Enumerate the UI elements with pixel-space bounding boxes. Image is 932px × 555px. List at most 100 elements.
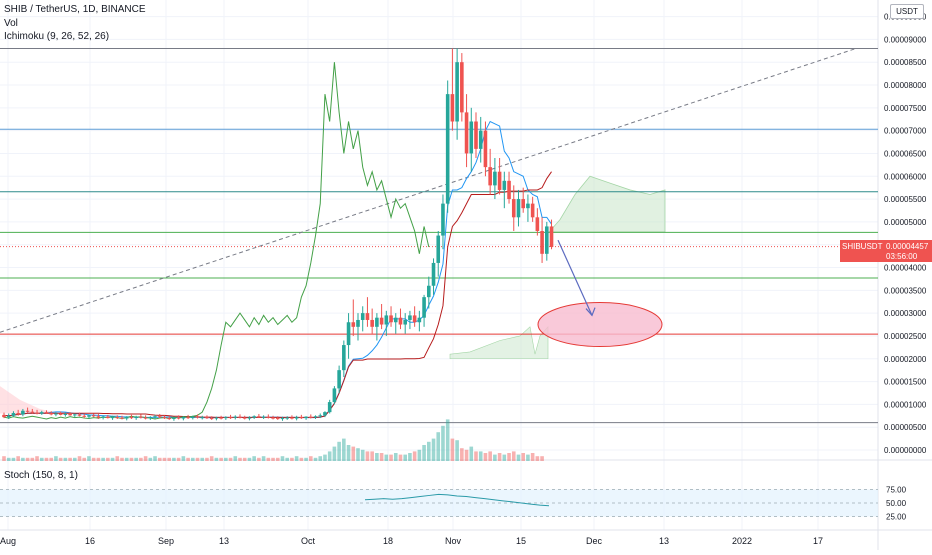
candle-body — [478, 130, 483, 149]
cloud-old — [0, 386, 60, 414]
price-tick-label: 0.00005000 — [884, 218, 927, 227]
candle-body — [422, 297, 426, 318]
volume-bar — [351, 446, 356, 461]
volume-bar — [106, 457, 110, 461]
candle-body — [493, 171, 497, 186]
candle-body — [44, 412, 49, 414]
volume-bar — [464, 449, 469, 461]
volume-bar — [304, 457, 308, 461]
time-axis[interactable]: Aug 16 Sep 13 Oct 18 Nov 15 Dec 13 2022 17 — [0, 536, 823, 546]
candle-body — [30, 411, 35, 413]
candle-body — [101, 416, 105, 418]
volume-bar — [219, 457, 223, 461]
ichimoku-legend[interactable]: Ichimoku (9, 26, 52, 26) — [4, 31, 110, 42]
candle-body — [110, 417, 115, 419]
candle-body — [162, 417, 167, 419]
candle-body — [389, 315, 393, 323]
volume-bar — [332, 446, 337, 461]
volume-bar — [516, 454, 521, 461]
volume-bar — [483, 453, 488, 461]
time-tick-label: Aug — [0, 536, 16, 546]
candle-body — [379, 317, 384, 325]
candle-body — [530, 203, 535, 218]
volume-bar — [408, 453, 412, 461]
volume-bar — [422, 445, 426, 461]
ichimoku-lines — [3, 62, 552, 420]
time-tick-label: 17 — [813, 536, 823, 546]
candle-body — [535, 217, 540, 231]
cloud-future — [547, 175, 666, 235]
candle-body — [469, 121, 474, 154]
volume-bar — [271, 457, 275, 461]
candle-body — [21, 410, 25, 415]
volume-bar — [535, 456, 540, 461]
volume-bar — [370, 451, 374, 461]
candle-body — [511, 199, 516, 218]
candle-body — [398, 317, 403, 325]
volume-bar — [360, 449, 365, 461]
volume-bar — [450, 438, 455, 461]
candle-body — [247, 417, 252, 419]
candle-body — [2, 414, 6, 418]
currency-badge[interactable]: USDT — [890, 4, 924, 19]
volume-bar — [342, 438, 346, 461]
candle-body — [521, 199, 525, 209]
tenkan-line — [3, 120, 552, 419]
candle-body — [167, 418, 171, 420]
candle-body — [431, 262, 436, 286]
volume-bar — [266, 457, 271, 461]
drawings — [537, 239, 663, 348]
candle-body — [318, 415, 323, 417]
price-axis[interactable]: 0.000095000.000090000.000085000.00008000… — [884, 13, 927, 522]
price-tick-label: 0.00000500 — [884, 423, 927, 432]
volume-bar — [327, 451, 332, 461]
candle-body — [280, 418, 285, 420]
candle-body — [436, 235, 441, 263]
time-tick-label: 13 — [659, 536, 669, 546]
volume-bar — [417, 449, 422, 461]
candle-body — [191, 416, 195, 419]
candle-body — [186, 417, 190, 419]
candle-body — [332, 388, 337, 403]
candle-body — [313, 416, 318, 418]
price-tick-label: 0.00003500 — [884, 286, 927, 295]
candle-body — [441, 203, 445, 236]
candle-body — [176, 417, 181, 419]
candle-body — [200, 417, 205, 419]
volume-bar — [49, 457, 53, 461]
candle-body — [91, 415, 96, 417]
volume-bar — [445, 419, 450, 461]
volume-bar — [526, 454, 530, 461]
stoch-legend[interactable]: Stoch (150, 8, 1) — [4, 470, 78, 481]
volume-bar — [365, 451, 370, 461]
candle-body — [77, 414, 82, 416]
candle-body — [224, 417, 228, 419]
volume-bar — [280, 456, 285, 461]
target-ellipse — [537, 302, 663, 348]
symbol-legend[interactable]: SHIB / TetherUS, 1D, BINANCE — [4, 4, 146, 15]
cloud-recent — [449, 326, 549, 360]
volume-bar — [294, 456, 299, 461]
candle-body — [35, 412, 39, 414]
candle-body — [356, 319, 360, 327]
candle-body — [252, 416, 256, 418]
kijun-line — [3, 171, 552, 418]
price-tick-label: 0.00008000 — [884, 81, 927, 90]
volume-bar — [540, 456, 544, 461]
candle-body — [384, 315, 389, 325]
candle-body — [25, 410, 30, 412]
volume-bar — [228, 457, 233, 461]
candle-body — [502, 180, 507, 190]
candle-body — [483, 130, 488, 168]
candle-body — [129, 417, 134, 419]
price-tick-label: 0.00004000 — [884, 264, 927, 273]
volume-legend[interactable]: Vol — [4, 18, 18, 29]
volume-bar — [63, 457, 68, 461]
volume-bar — [186, 457, 190, 461]
stoch-pane — [0, 489, 878, 517]
volume-bar — [299, 457, 304, 461]
volume-bar — [2, 456, 6, 461]
price-tick-label: 0.00003000 — [884, 309, 927, 318]
volume-bar — [323, 454, 327, 461]
